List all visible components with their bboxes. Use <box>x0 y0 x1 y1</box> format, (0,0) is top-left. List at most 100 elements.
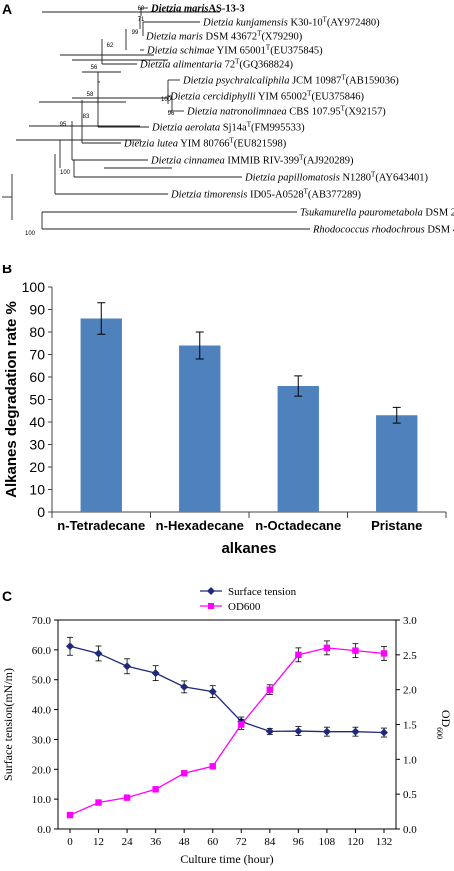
line-y2-tick-label: 2.5 <box>403 650 417 662</box>
line-y2-tick-label: 1.5 <box>403 720 417 732</box>
species-name: Dietzia maris <box>145 32 203 43</box>
tree-leaf-label: Dietzia alimentaria 72T(GQ368824) <box>139 58 294 71</box>
species-name: Dietzia timorensis <box>170 190 247 201</box>
strain-name: Sj14a <box>220 123 247 134</box>
data-point-square <box>266 686 274 693</box>
line-x-tick-label: 72 <box>236 836 247 848</box>
tree-leaf-label: Dietzia marisAS-13-3 <box>150 4 245 15</box>
type-strain-sup: T <box>323 16 328 24</box>
strain-name: YIM 80766 <box>178 139 230 150</box>
bootstrap-value: 58 <box>87 92 94 98</box>
data-point-diamond <box>208 687 217 696</box>
tree-leaf-label: Dietzia natronolimnaea CBS 107.95T(X9215… <box>186 105 386 118</box>
line-y-tick-label: 20.0 <box>32 764 52 776</box>
data-point-diamond <box>265 727 274 736</box>
accession-number: (AY972480) <box>327 18 380 29</box>
bootstrap-value: 99 <box>132 30 139 36</box>
type-strain-sup: T <box>304 188 309 196</box>
bar-y-tick-label: 100 <box>22 279 46 295</box>
tree-leaf-label: Dietzia kunjamensis K30-10T(AY972480) <box>202 16 380 29</box>
bar-y-tick-label: 0 <box>37 504 45 520</box>
bar-category-label: n-Tetradecane <box>57 518 145 533</box>
tree-leaf-label: Dietzia schimae YIM 65001T(EU375845) <box>146 44 323 57</box>
line-x-axis-title: Culture time (hour) <box>180 852 273 866</box>
species-name: Rhodococcus rhodochrous <box>312 225 425 236</box>
bar <box>376 415 418 512</box>
accession-number: (AB377289) <box>308 190 362 201</box>
species-name: Dietzia cinnamea <box>150 156 225 167</box>
strain-name: DSM 20162 <box>423 208 454 219</box>
bootstrap-value: 62 <box>107 43 114 49</box>
bar-chart: B 0 10 20 30 40 50 60 70 80 90 100 n-Tetradecane n-… <box>2 265 447 557</box>
type-strain-sup: T <box>235 58 240 66</box>
strain-name: CBS 107.95 <box>287 107 341 118</box>
species-name: Dietzia aerolata <box>151 123 220 134</box>
bar-category-label: n-Hexadecane <box>156 518 244 533</box>
strain-name: 72 <box>222 60 235 71</box>
accession-number: (GQ368824) <box>239 60 293 71</box>
accession-number: (EU375846) <box>311 92 364 103</box>
line-x-tick-label: 120 <box>347 836 364 848</box>
tree-leaf-label: Dietzia cinnamea IMMIB RIV-399T(AJ920289… <box>150 154 354 167</box>
series-line <box>69 645 385 734</box>
line-y2-tick-label: 0.5 <box>403 789 417 801</box>
accession-number: (X79290) <box>261 32 302 43</box>
line-y-tick-label: 60.0 <box>32 645 52 657</box>
bar <box>179 345 221 512</box>
accession-number: (EU375845) <box>270 46 323 57</box>
legend-label: Surface tension <box>228 586 297 598</box>
bar-y-tick-label: 80 <box>29 324 45 340</box>
bar-x-axis-title: alkanes <box>221 540 276 557</box>
line-y-tick-label: 40.0 <box>32 705 52 717</box>
data-point-square <box>238 721 245 728</box>
line-y2-axis-title: OD600 <box>436 710 454 739</box>
line-y-tick-label: 0.0 <box>37 824 51 836</box>
type-strain-sup: T <box>266 44 271 52</box>
data-point-square <box>152 786 159 793</box>
data-point-square <box>352 647 359 654</box>
type-strain-sup: T <box>341 74 346 82</box>
species-name: Dietzia lutea <box>123 139 178 150</box>
data-point-square <box>66 811 74 819</box>
tree-leaf-label: Rhodococcus rhodochrous DSM 43241T(X7928… <box>312 223 454 236</box>
bar <box>277 386 319 512</box>
bar-y-tick-label: 10 <box>29 482 45 498</box>
bar-y-tick-label: 30 <box>29 437 45 453</box>
line-y2-tick-label: 2.0 <box>403 685 417 697</box>
data-point-diamond <box>380 728 388 737</box>
data-point-diamond <box>180 682 189 691</box>
bar-y-tick-label: 50 <box>29 392 45 408</box>
data-point-diamond <box>123 662 132 671</box>
tree-leaf-label: Dietzia timorensis ID05-A0528T(AB377289) <box>170 188 361 201</box>
line-x-tick-label: 36 <box>150 836 162 848</box>
panel-a-label: A <box>2 1 12 17</box>
data-point-square <box>95 799 102 806</box>
line-chart: C 0.0 10.0 20.0 30.0 40.0 50.0 60.0 70.0 0.0 0.5 1… <box>1 586 454 866</box>
data-point-square <box>380 650 388 657</box>
data-point-diamond <box>66 642 74 651</box>
tree-leaf-label: Dietzia papillomatosis N1280T(AY643401) <box>244 171 429 184</box>
strain-name: YIM 65001 <box>214 46 266 57</box>
tree-leaf-label: Dietzia cercidiphylli YIM 65002T(EU37584… <box>169 90 364 103</box>
species-name: Dietzia maris <box>150 4 208 15</box>
bootstrap-value: 60 <box>138 6 145 12</box>
species-name: Tsukamurella paurometabola <box>300 208 423 219</box>
type-strain-sup: T <box>307 90 312 98</box>
accession-number: (AJ920289) <box>303 156 354 167</box>
bar-y-tick-label: 20 <box>29 459 45 475</box>
data-point-square <box>295 651 302 659</box>
strain-name: JCM 10987 <box>289 76 341 87</box>
legend-marker <box>208 603 214 609</box>
line-y-tick-label: 50.0 <box>32 675 52 687</box>
bootstrap-value: 56 <box>91 65 98 71</box>
data-point-diamond <box>94 649 103 658</box>
line-x-tick-label: 24 <box>122 836 134 848</box>
bar-y-tick-label: 70 <box>29 347 45 363</box>
line-x-tick-label: 48 <box>179 836 191 848</box>
line-x-tick-label: 96 <box>293 836 305 848</box>
species-name: Dietzia kunjamensis <box>202 18 288 29</box>
bootstrap-value: 83 <box>83 114 90 120</box>
bootstrap-value: 96 <box>168 111 175 117</box>
strain-name: YIM 65002 <box>256 92 308 103</box>
